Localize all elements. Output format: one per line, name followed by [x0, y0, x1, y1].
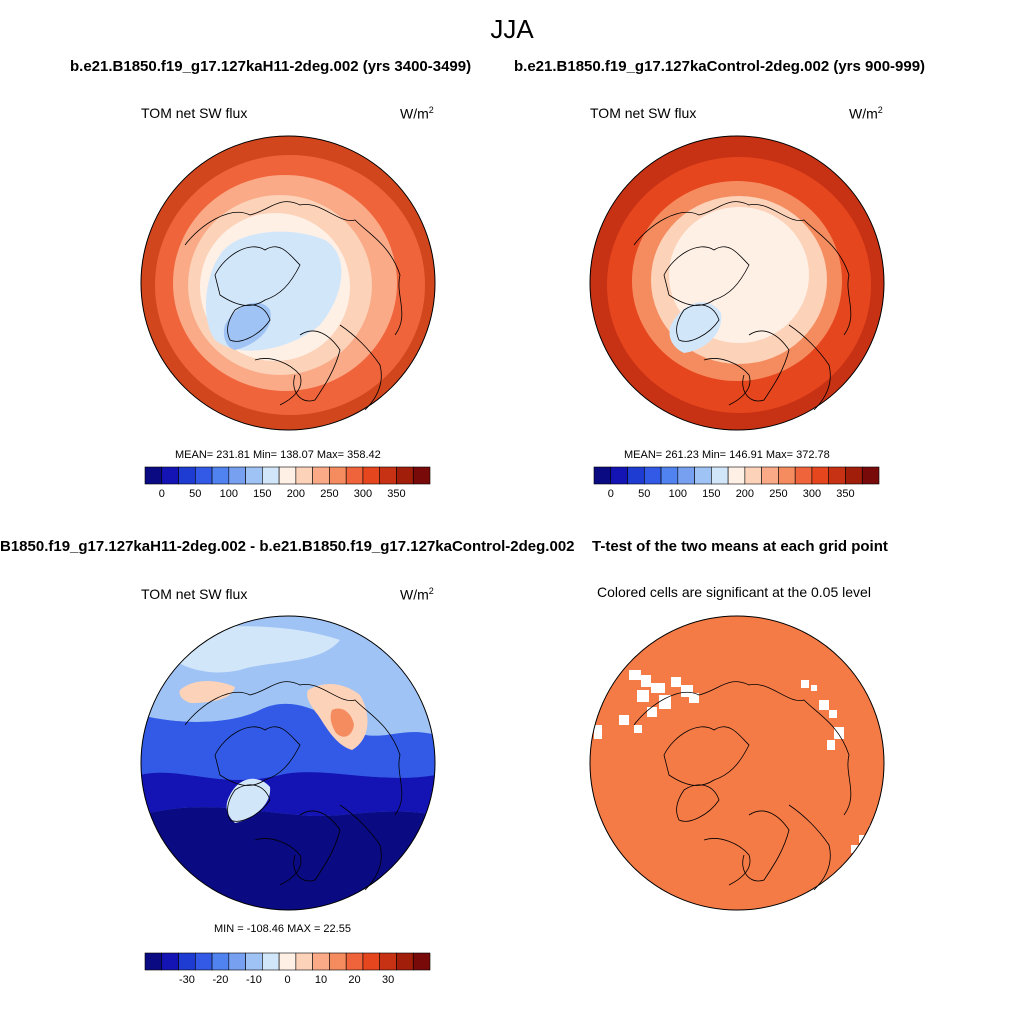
- colorbar-swatch: [144, 466, 163, 485]
- colorbar-tick-label: 300: [354, 488, 372, 500]
- colorbar-swatch: [811, 466, 830, 485]
- colorbar-swatch: [194, 466, 213, 485]
- colorbar-swatch: [828, 466, 846, 485]
- colorbar-tick-label: 250: [320, 488, 338, 500]
- colorbar-swatch: [396, 952, 414, 971]
- colorbar-swatch: [329, 952, 347, 971]
- colorbar-swatch: [643, 466, 662, 485]
- colorbar-swatch: [362, 466, 381, 485]
- diff-units: W/m2: [400, 586, 434, 603]
- colorbar-swatch: [144, 952, 163, 971]
- colorbar-swatch: [262, 466, 280, 485]
- colorbar-swatch: [295, 466, 313, 485]
- colorbar-swatch: [278, 952, 297, 971]
- diff-var-label: TOM net SW flux: [141, 586, 248, 602]
- colorbar-swatch: [178, 466, 196, 485]
- colorbar-swatch: [861, 466, 880, 485]
- colorbar-swatch: [627, 466, 645, 485]
- colorbar-swatch: [312, 466, 330, 485]
- colorbar-swatch: [211, 952, 230, 971]
- colorbar-swatch: [412, 952, 431, 971]
- ttest-note: Colored cells are significant at the 0.0…: [597, 584, 871, 600]
- colorbar-tick-label: 0: [159, 488, 165, 500]
- case1-colorbar: 0 50 100 150 200 250 300 350: [144, 466, 431, 500]
- colorbar-swatch: [362, 952, 381, 971]
- colorbar-tick-label: 50: [189, 488, 201, 500]
- colorbar-swatch: [727, 466, 746, 485]
- colorbar-tick-label: 250: [769, 488, 787, 500]
- colorbar-tick-label: 200: [736, 488, 754, 500]
- colorbar-swatch: [345, 466, 364, 485]
- colorbar-tick-label: 20: [348, 974, 360, 986]
- colorbar-swatch: [694, 466, 712, 485]
- colorbar-tick-label: 50: [638, 488, 650, 500]
- figure-title: JJA: [490, 14, 534, 44]
- colorbar-swatch: [211, 466, 230, 485]
- case1-stats: MEAN= 231.81 Min= 138.07 Max= 358.42: [175, 449, 381, 461]
- colorbar-swatch: [412, 466, 431, 485]
- diff-header: B1850.f19_g17.127kaH11-2deg.002 - b.e21.…: [0, 538, 575, 555]
- diff-stats: MIN = -108.46 MAX = 22.55: [214, 923, 351, 935]
- ttest-map: [589, 615, 885, 911]
- colorbar-tick-label: 150: [253, 488, 271, 500]
- colorbar-tick-label: -20: [212, 974, 228, 986]
- diff-colorbar: -30 -20 -10 0 10 20 30: [144, 952, 431, 986]
- colorbar-swatch: [711, 466, 729, 485]
- colorbar-tick-label: 100: [669, 488, 687, 500]
- colorbar-swatch: [379, 952, 397, 971]
- colorbar-swatch: [761, 466, 779, 485]
- colorbar-swatch: [610, 466, 628, 485]
- case2-stats: MEAN= 261.23 Min= 146.91 Max= 372.78: [624, 449, 830, 461]
- colorbar-swatch: [278, 466, 297, 485]
- colorbar-swatch: [161, 952, 179, 971]
- colorbar-swatch: [593, 466, 612, 485]
- colorbar-tick-label: -30: [179, 974, 195, 986]
- colorbar-tick-label: 200: [287, 488, 305, 500]
- colorbar-swatch: [778, 466, 796, 485]
- colorbar-swatch: [161, 466, 179, 485]
- case2-var-label: TOM net SW flux: [590, 105, 697, 121]
- colorbar-swatch: [744, 466, 762, 485]
- colorbar-tick-label: 10: [315, 974, 327, 986]
- colorbar-tick-label: 300: [803, 488, 821, 500]
- case1-units: W/m2: [400, 105, 434, 122]
- colorbar-swatch: [262, 952, 280, 971]
- colorbar-tick-label: 0: [284, 974, 290, 986]
- case2-units: W/m2: [849, 105, 883, 122]
- colorbar-swatch: [396, 466, 414, 485]
- colorbar-swatch: [228, 466, 246, 485]
- colorbar-tick-label: 30: [382, 974, 394, 986]
- case2-map: [589, 135, 885, 431]
- diff-map: [140, 615, 436, 911]
- colorbar-swatch: [794, 466, 813, 485]
- colorbar-tick-label: 150: [702, 488, 720, 500]
- case1-var-label: TOM net SW flux: [141, 105, 248, 121]
- colorbar-swatch: [379, 466, 397, 485]
- colorbar-swatch: [228, 952, 246, 971]
- colorbar-swatch: [312, 952, 330, 971]
- colorbar-swatch: [295, 952, 313, 971]
- colorbar-swatch: [194, 952, 213, 971]
- colorbar-swatch: [677, 466, 695, 485]
- colorbar-swatch: [845, 466, 863, 485]
- colorbar-tick-label: 100: [220, 488, 238, 500]
- colorbar-swatch: [245, 952, 263, 971]
- case2-header: b.e21.B1850.f19_g17.127kaControl-2deg.00…: [514, 58, 926, 75]
- colorbar-tick-label: 350: [836, 488, 854, 500]
- colorbar-swatch: [345, 952, 364, 971]
- case1-map: [140, 135, 436, 431]
- colorbar-tick-label: -10: [246, 974, 262, 986]
- ttest-header: T-test of the two means at each grid poi…: [592, 538, 888, 555]
- case2-colorbar: 0 50 100 150 200 250 300 350: [593, 466, 880, 500]
- colorbar-swatch: [329, 466, 347, 485]
- colorbar-swatch: [178, 952, 196, 971]
- case1-header: b.e21.B1850.f19_g17.127kaH11-2deg.002 (y…: [70, 58, 472, 75]
- colorbar-swatch: [245, 466, 263, 485]
- colorbar-tick-label: 350: [387, 488, 405, 500]
- colorbar-swatch: [660, 466, 679, 485]
- colorbar-tick-label: 0: [608, 488, 614, 500]
